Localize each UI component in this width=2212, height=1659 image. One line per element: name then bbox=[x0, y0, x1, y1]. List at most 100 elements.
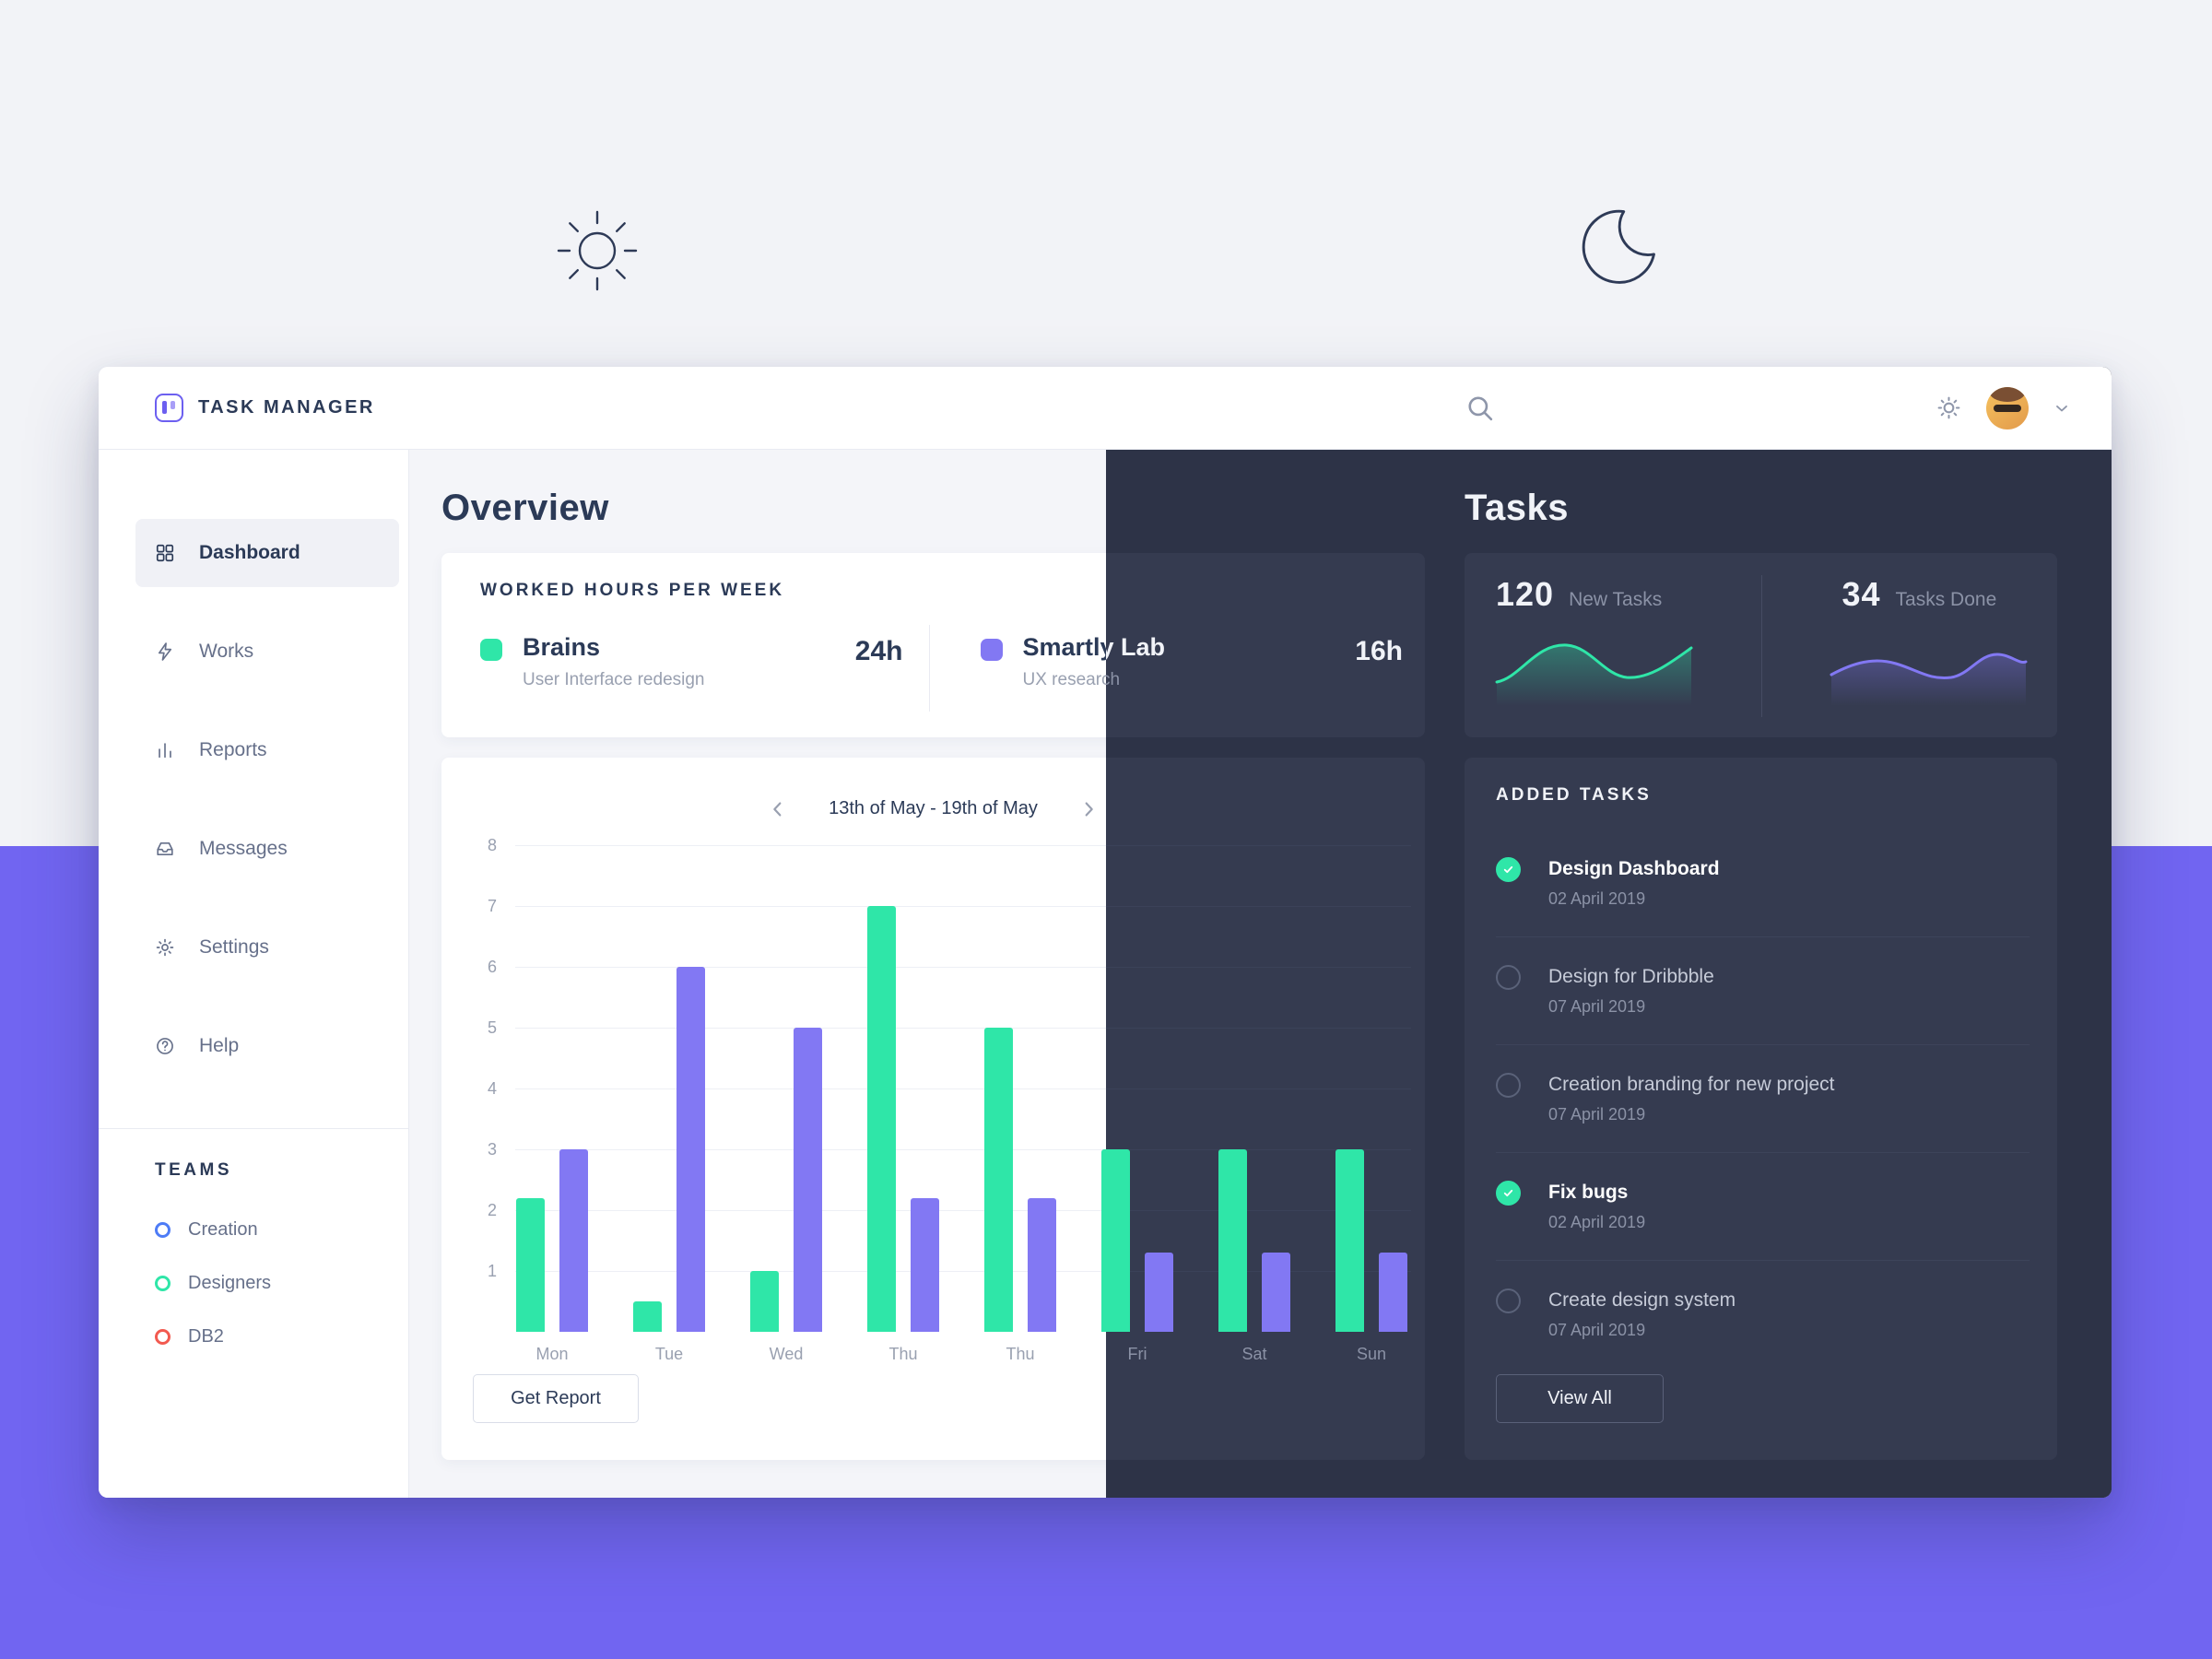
team-dot-icon bbox=[155, 1275, 171, 1291]
task-date: 02 April 2019 bbox=[1548, 1213, 1646, 1231]
task-date: 07 April 2019 bbox=[1548, 997, 1646, 1016]
bar-smartly-lab-thu-4 bbox=[1028, 1197, 1056, 1332]
dashboard-icon bbox=[155, 543, 175, 563]
project-desc: UX research bbox=[1022, 670, 1121, 689]
project-name: Brains bbox=[523, 633, 601, 661]
tasks-title: Tasks bbox=[1465, 488, 1569, 528]
next-week-button[interactable] bbox=[1078, 799, 1099, 819]
task-list: Design Dashboard 02 April 2019 Design for … bbox=[1496, 830, 2030, 1369]
task-title: Design for Dribbble bbox=[1548, 966, 1714, 987]
y-axis-tick: 3 bbox=[487, 1140, 497, 1159]
gridline bbox=[1106, 1088, 1411, 1089]
task-row-design-dashboard[interactable]: Design Dashboard 02 April 2019 bbox=[1496, 830, 2030, 937]
works-icon bbox=[155, 641, 175, 662]
task-row-design-for-dribbble[interactable]: Design for Dribbble 07 April 2019 bbox=[1496, 937, 2030, 1045]
date-nav: 13th of May - 19th of May bbox=[441, 798, 1425, 819]
team-item-db2[interactable]: DB2 bbox=[155, 1310, 408, 1363]
checkbox-unchecked-icon[interactable] bbox=[1496, 1073, 1521, 1098]
bar-smartly-lab-sun-7 bbox=[1379, 1253, 1407, 1332]
bar-brains-fri-5 bbox=[1106, 1149, 1130, 1332]
search-icon[interactable] bbox=[1465, 367, 1495, 449]
help-icon bbox=[155, 1036, 175, 1056]
checkbox-unchecked-icon[interactable] bbox=[1496, 965, 1521, 990]
added-tasks-card: ADDED TASKS Design Dashboard 02 April 201… bbox=[1465, 758, 2057, 1460]
avatar[interactable] bbox=[1986, 386, 2029, 429]
stat-label: Tasks Done bbox=[1895, 589, 1997, 610]
overview-title: Overview bbox=[441, 488, 609, 528]
sidebar-item-settings[interactable]: Settings bbox=[135, 913, 399, 982]
reports-icon bbox=[155, 740, 175, 760]
project-brains: Brains User Interface redesign 24h bbox=[441, 619, 929, 737]
sidebar-item-dashboard[interactable]: Dashboard bbox=[135, 519, 399, 587]
project-color-swatch bbox=[480, 639, 502, 661]
gridline bbox=[1106, 967, 1411, 968]
added-tasks-title: ADDED TASKS bbox=[1496, 785, 1652, 805]
bar-brains-sat-6 bbox=[1218, 1149, 1247, 1332]
project-smartly-lab: Smartly Lab UX research 16h bbox=[1106, 619, 1425, 737]
sidebar-item-label: Works bbox=[199, 641, 254, 662]
sun-icon bbox=[557, 210, 638, 291]
x-axis-label: Thu bbox=[888, 1345, 918, 1363]
brightness-icon[interactable] bbox=[1936, 394, 1962, 421]
gridline bbox=[1106, 845, 1411, 846]
stats-row: 120 New Tasks 34 Tasks Done bbox=[1465, 553, 2057, 737]
sidebar-item-reports[interactable]: Reports bbox=[135, 716, 399, 784]
bar-smartly-lab-thu-3 bbox=[911, 1197, 939, 1332]
project-hours: 24h bbox=[854, 636, 903, 666]
sidebar-item-works[interactable]: Works bbox=[135, 618, 399, 686]
new-tasks-stat: 120 New Tasks bbox=[1465, 553, 1761, 737]
task-date: 02 April 2019 bbox=[1548, 889, 1646, 908]
gridline bbox=[515, 845, 1411, 846]
bar-brains-thu-4 bbox=[984, 1028, 1013, 1332]
task-row-create-design-system[interactable]: Create design system 07 April 2019 bbox=[1496, 1261, 2030, 1369]
bar-brains-tue-1 bbox=[633, 1301, 662, 1332]
gridline bbox=[1106, 1271, 1411, 1272]
task-row-fix-bugs[interactable]: Fix bugs 02 April 2019 bbox=[1496, 1153, 2030, 1261]
checkbox-unchecked-icon[interactable] bbox=[1496, 1288, 1521, 1313]
chevron-down-icon[interactable] bbox=[2053, 399, 2071, 418]
y-axis-tick: 2 bbox=[487, 1201, 497, 1219]
task-title: Design Dashboard bbox=[1548, 858, 1720, 879]
y-axis-tick: 4 bbox=[487, 1079, 497, 1098]
y-axis-tick: 7 bbox=[487, 897, 497, 915]
checkbox-checked-icon[interactable] bbox=[1496, 1181, 1521, 1206]
get-report-button[interactable]: Get Report bbox=[473, 1374, 639, 1423]
project-color-swatch bbox=[980, 639, 1003, 661]
sidebar-item-help[interactable]: Help bbox=[135, 1012, 399, 1080]
task-date: 07 April 2019 bbox=[1548, 1105, 1646, 1124]
task-title: Creation branding for new project bbox=[1548, 1074, 1835, 1095]
tasks-done-stat: 34 Tasks Done bbox=[1760, 553, 2058, 737]
prev-week-button[interactable] bbox=[768, 799, 788, 819]
bar-brains-wed-2 bbox=[750, 1271, 779, 1332]
team-item-designers[interactable]: Designers bbox=[155, 1256, 408, 1310]
sidebar-item-messages[interactable]: Messages bbox=[135, 815, 399, 883]
view-all-button[interactable]: View All bbox=[1496, 1374, 1664, 1423]
x-axis-label: Tue bbox=[654, 1345, 684, 1363]
checkbox-checked-icon[interactable] bbox=[1496, 857, 1521, 882]
sidebar-item-label: Reports bbox=[199, 739, 267, 760]
team-dot-icon bbox=[155, 1221, 171, 1238]
task-date: 07 April 2019 bbox=[1548, 1321, 1646, 1339]
gridline bbox=[515, 1088, 1411, 1089]
bar-brains-sun-7 bbox=[1335, 1149, 1364, 1332]
moon-icon bbox=[1582, 209, 1655, 284]
project-desc: User Interface redesign bbox=[523, 670, 705, 689]
task-row-creation-branding-for-new-project[interactable]: Creation branding for new project 07 Apri… bbox=[1496, 1045, 2030, 1153]
sidebar-item-label: Settings bbox=[199, 936, 269, 958]
bar-smartly-lab-sat-6 bbox=[1262, 1253, 1290, 1332]
gridline bbox=[1106, 906, 1411, 907]
gridline bbox=[1106, 1210, 1411, 1211]
gridline bbox=[1106, 1028, 1411, 1029]
worked-hours-title: WORKED HOURS PER WEEK bbox=[480, 581, 785, 600]
team-dot-icon bbox=[155, 1328, 171, 1345]
main-content: Overview Tasks WORKED HOURS PER WEEK Bra… bbox=[1106, 449, 2112, 1498]
y-axis-tick: 8 bbox=[487, 836, 497, 854]
new-tasks-sparkline bbox=[1495, 643, 1693, 706]
sidebar-item-label: Messages bbox=[199, 838, 288, 859]
stat-value: 120 bbox=[1496, 575, 1555, 613]
team-item-creation[interactable]: Creation bbox=[155, 1203, 408, 1256]
bar-smartly-lab-mon-0 bbox=[559, 1149, 588, 1332]
date-range: 13th of May - 19th of May bbox=[829, 798, 1038, 818]
